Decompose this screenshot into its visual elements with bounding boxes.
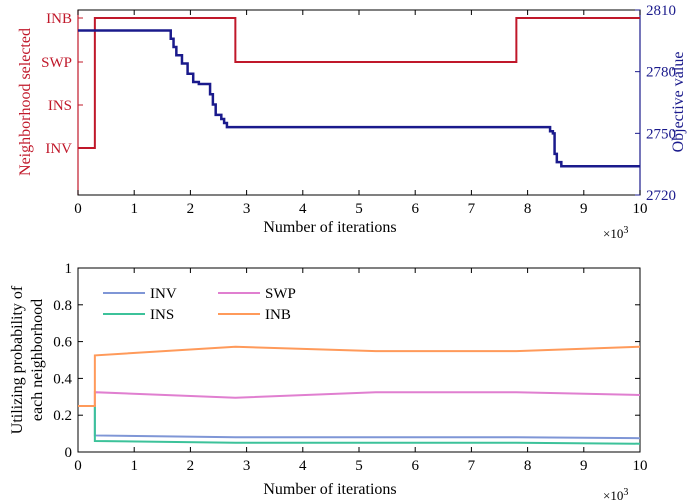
bottom-y-tick-label: 1: [65, 261, 73, 277]
top-right-tick-label: 2750: [646, 126, 676, 142]
top-left-axis-label: Neighborhood selected: [17, 28, 34, 176]
top-right-axis-label: Objective value: [670, 52, 687, 153]
top-chart: 0 1 2 3 4 5 6 7 8 9 10 INV INS SWP INB 2720 2750 2780 2810…: [17, 3, 687, 241]
neighborhood-selected-line: [78, 17, 640, 149]
legend-label-inb: INB: [265, 307, 291, 323]
bottom-chart: 0 1 2 3 4 5 6 7 8 9 10 0 0.2 0.4 0.6 0.8 1 INV SWP INS INB Nu…: [9, 261, 648, 503]
bottom-x-tick-label: 10: [633, 458, 648, 474]
top-x-tick-label: 3: [243, 201, 251, 217]
bottom-y-tick-label: 0: [65, 445, 73, 461]
legend-label-swp: SWP: [265, 286, 296, 302]
bottom-x-tick-label: 1: [130, 458, 138, 474]
bottom-x-tick-label: 3: [243, 458, 251, 474]
top-x-tick-label: 1: [130, 201, 138, 217]
top-left-tick-label: SWP: [41, 55, 72, 71]
bottom-x-tick-label: 2: [187, 458, 195, 474]
legend-label-inv: INV: [150, 286, 177, 302]
bottom-y-axis-label-line2: each neighborhood: [29, 299, 46, 421]
bottom-x-tick-label: 7: [468, 458, 476, 474]
bottom-y-tick-label: 0.4: [53, 371, 72, 387]
bottom-x-tick-label: 8: [524, 458, 532, 474]
bottom-y-tick-label: 0.2: [53, 408, 72, 424]
top-right-tick-label: 2780: [646, 65, 676, 81]
top-x-tick-label: 2: [187, 201, 195, 217]
top-right-tick-label: 2720: [646, 188, 676, 204]
top-x-tick-label: 4: [299, 201, 307, 217]
legend-label-ins: INS: [150, 307, 174, 323]
top-right-tick-label: 2810: [646, 3, 676, 19]
top-plot-frame: [77, 9, 641, 196]
top-x-tick-label: 0: [74, 201, 82, 217]
top-x-tick-label: 7: [468, 201, 476, 217]
objective-value-line: [78, 29, 640, 168]
bottom-x-axis-label: Number of iterations: [263, 481, 396, 498]
bottom-y-axis-label-line1: Utilizing probability of: [9, 285, 26, 434]
bottom-x-tick-label: 9: [580, 458, 588, 474]
top-x-tick-label: 9: [580, 201, 588, 217]
top-x-tick-label: 8: [524, 201, 532, 217]
top-left-tick-label: INV: [45, 141, 72, 157]
bottom-y-tick-label: 0.6: [53, 335, 72, 351]
bottom-x-tick-label: 6: [411, 458, 419, 474]
top-x-tick-label: 5: [355, 201, 363, 217]
series-line-swp: [78, 391, 641, 407]
top-x-axis-label: Number of iterations: [263, 219, 396, 236]
bottom-x-tick-label: 0: [74, 458, 82, 474]
bottom-x-tick-label: 4: [299, 458, 307, 474]
series-line-inv: [78, 405, 641, 440]
top-left-tick-label: INB: [46, 11, 72, 27]
bottom-y-tick-label: 0.8: [53, 298, 72, 314]
x-multiplier-label: ×103: [603, 225, 628, 241]
bottom-x-tick-label: 5: [355, 458, 363, 474]
series-line-inb: [78, 345, 641, 407]
top-left-tick-label: INS: [48, 98, 72, 114]
top-x-tick-label: 10: [633, 201, 648, 217]
x-multiplier-label: ×103: [603, 487, 628, 503]
top-x-tick-label: 6: [411, 201, 419, 217]
